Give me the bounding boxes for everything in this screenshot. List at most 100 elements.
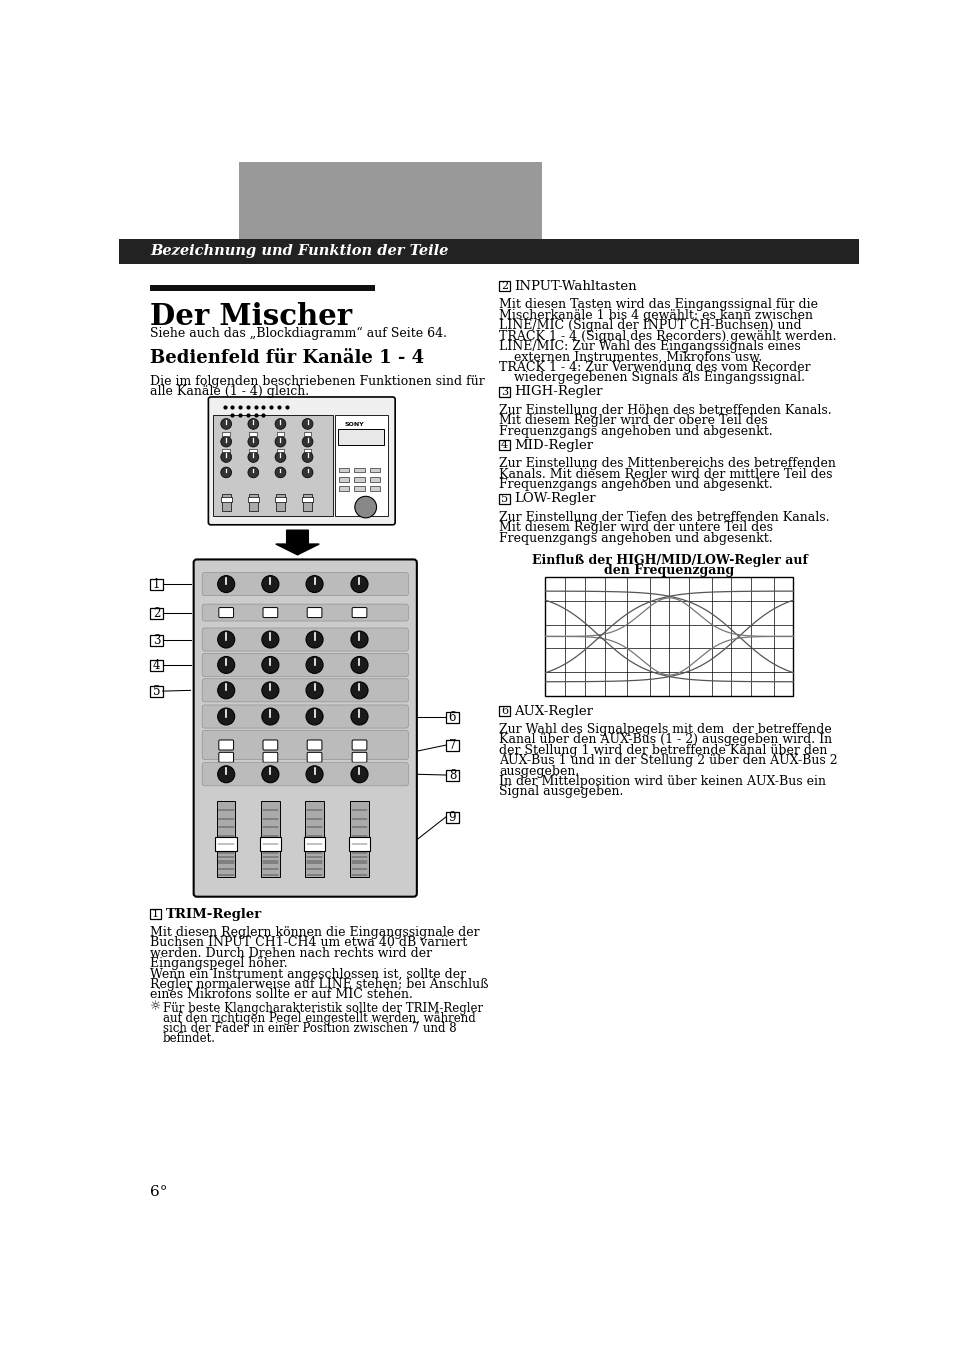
Text: Signal ausgegeben.: Signal ausgegeben. bbox=[498, 785, 622, 798]
Bar bbox=[338, 477, 349, 482]
Text: 6: 6 bbox=[500, 707, 507, 716]
Bar bbox=[545, 577, 793, 696]
Text: Bedienfeld für Kanäle 1 - 4: Bedienfeld für Kanäle 1 - 4 bbox=[150, 350, 424, 367]
Bar bbox=[220, 497, 232, 503]
Bar bbox=[369, 467, 380, 473]
FancyBboxPatch shape bbox=[202, 763, 408, 786]
Text: Kanals. Mit diesem Regler wird der mittlere Teil des: Kanals. Mit diesem Regler wird der mittl… bbox=[498, 467, 832, 481]
Circle shape bbox=[306, 631, 323, 648]
Text: auf den richtigen Pegel eingestellt werden, während: auf den richtigen Pegel eingestellt werd… bbox=[162, 1012, 475, 1025]
Bar bbox=[305, 801, 323, 877]
Text: Bezeichnung und Funktion der Teile: Bezeichnung und Funktion der Teile bbox=[150, 245, 448, 258]
Text: Eingangspegel höher.: Eingangspegel höher. bbox=[150, 957, 288, 970]
Circle shape bbox=[261, 576, 278, 593]
Circle shape bbox=[261, 657, 278, 673]
Bar bbox=[335, 415, 388, 516]
Text: wiedergegebenen Signals als Eingangssignal.: wiedergegebenen Signals als Eingangssign… bbox=[514, 372, 804, 384]
Text: AUX-Bus 1 und in der Stellung 2 über den AUX-Bus 2: AUX-Bus 1 und in der Stellung 2 über den… bbox=[498, 754, 837, 767]
Bar bbox=[498, 707, 509, 716]
Bar bbox=[446, 740, 458, 751]
Text: TRACK 1 - 4 (Signal des Recorders) gewählt werden.: TRACK 1 - 4 (Signal des Recorders) gewäh… bbox=[498, 330, 836, 343]
FancyBboxPatch shape bbox=[352, 608, 367, 617]
Bar bbox=[303, 494, 312, 511]
Text: Frequenzgangs angehoben und abgesenkt.: Frequenzgangs angehoben und abgesenkt. bbox=[498, 478, 772, 492]
FancyBboxPatch shape bbox=[202, 573, 408, 596]
Text: 5: 5 bbox=[152, 685, 160, 698]
Circle shape bbox=[351, 766, 368, 782]
Bar bbox=[150, 686, 162, 697]
Circle shape bbox=[261, 631, 278, 648]
Circle shape bbox=[217, 631, 234, 648]
Text: Siehe auch das „Blockdiagramm“ auf Seite 64.: Siehe auch das „Blockdiagramm“ auf Seite… bbox=[150, 327, 447, 339]
Bar bbox=[303, 838, 325, 851]
Circle shape bbox=[351, 682, 368, 698]
Circle shape bbox=[306, 708, 323, 725]
FancyBboxPatch shape bbox=[208, 397, 395, 524]
Bar bbox=[498, 494, 509, 504]
Polygon shape bbox=[275, 530, 319, 555]
FancyBboxPatch shape bbox=[202, 604, 408, 621]
Bar bbox=[350, 801, 369, 877]
Circle shape bbox=[217, 576, 234, 593]
Bar bbox=[222, 449, 230, 453]
FancyBboxPatch shape bbox=[263, 740, 277, 750]
Text: 1: 1 bbox=[152, 909, 159, 919]
Text: LINE/MIC (Signal der INPUT CH-Buchsen) und: LINE/MIC (Signal der INPUT CH-Buchsen) u… bbox=[498, 319, 801, 332]
Text: 4: 4 bbox=[152, 659, 160, 673]
Text: ☼: ☼ bbox=[150, 1000, 161, 1013]
Bar bbox=[303, 449, 311, 453]
Circle shape bbox=[355, 496, 376, 517]
Circle shape bbox=[274, 451, 286, 462]
Bar bbox=[498, 386, 509, 397]
Circle shape bbox=[351, 657, 368, 673]
Circle shape bbox=[217, 657, 234, 673]
Text: MID-Regler: MID-Regler bbox=[514, 439, 593, 453]
Bar bbox=[150, 635, 162, 646]
Bar bbox=[369, 486, 380, 490]
Circle shape bbox=[274, 436, 286, 447]
Text: Zur Wahl des Signalpegels mit dem  der betreffende: Zur Wahl des Signalpegels mit dem der be… bbox=[498, 723, 831, 736]
Text: eines Mikrofons sollte er auf MIC stehen.: eines Mikrofons sollte er auf MIC stehen… bbox=[150, 989, 413, 1001]
Text: HIGH-Regler: HIGH-Regler bbox=[514, 385, 602, 399]
Circle shape bbox=[302, 419, 313, 430]
Bar bbox=[354, 467, 365, 473]
Text: 2: 2 bbox=[500, 281, 507, 292]
Text: 1: 1 bbox=[152, 578, 160, 592]
FancyBboxPatch shape bbox=[218, 740, 233, 750]
Text: befindet.: befindet. bbox=[162, 1032, 215, 1044]
Bar bbox=[249, 449, 257, 453]
Text: 3: 3 bbox=[500, 386, 507, 397]
Bar bbox=[249, 432, 257, 436]
Bar bbox=[239, 162, 541, 239]
Text: Der Mischer: Der Mischer bbox=[150, 301, 352, 331]
Text: Einfluß der HIGH/MID/LOW-Regler auf: Einfluß der HIGH/MID/LOW-Regler auf bbox=[531, 554, 806, 566]
Text: externen Instrumentes, Mikrofons usw.: externen Instrumentes, Mikrofons usw. bbox=[514, 350, 762, 363]
Text: Für beste Klangcharakteristik sollte der TRIM-Regler: Für beste Klangcharakteristik sollte der… bbox=[162, 1002, 482, 1015]
Text: Frequenzgangs angehoben und abgesenkt.: Frequenzgangs angehoben und abgesenkt. bbox=[498, 532, 772, 544]
FancyBboxPatch shape bbox=[307, 608, 321, 617]
Circle shape bbox=[302, 451, 313, 462]
Circle shape bbox=[261, 766, 278, 782]
Circle shape bbox=[351, 708, 368, 725]
FancyBboxPatch shape bbox=[218, 608, 233, 617]
Bar bbox=[215, 838, 236, 851]
Bar bbox=[150, 580, 162, 590]
Bar bbox=[276, 449, 284, 453]
Circle shape bbox=[274, 419, 286, 430]
FancyBboxPatch shape bbox=[202, 628, 408, 651]
Bar bbox=[354, 486, 365, 490]
Circle shape bbox=[351, 576, 368, 593]
Text: Buchsen INPUT CH1-CH4 um etwa 40 dB variiert: Buchsen INPUT CH1-CH4 um etwa 40 dB vari… bbox=[150, 936, 467, 950]
Bar bbox=[369, 477, 380, 482]
FancyBboxPatch shape bbox=[202, 654, 408, 677]
Text: TRIM-Regler: TRIM-Regler bbox=[166, 908, 262, 920]
Text: Wenn ein Instrument angeschlossen ist, sollte der: Wenn ein Instrument angeschlossen ist, s… bbox=[150, 967, 466, 981]
Text: 6°: 6° bbox=[150, 1185, 168, 1200]
Text: AUX-Regler: AUX-Regler bbox=[514, 705, 593, 717]
Text: Mit diesem Regler wird der untere Teil des: Mit diesem Regler wird der untere Teil d… bbox=[498, 521, 772, 535]
Bar bbox=[261, 801, 279, 877]
FancyBboxPatch shape bbox=[352, 753, 367, 762]
Circle shape bbox=[248, 436, 258, 447]
Bar bbox=[274, 497, 286, 503]
FancyBboxPatch shape bbox=[352, 740, 367, 750]
